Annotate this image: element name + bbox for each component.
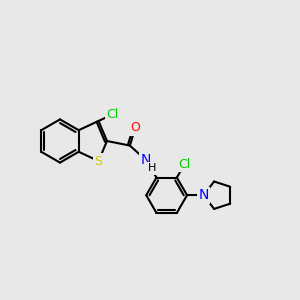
Text: N: N: [141, 153, 151, 167]
Text: Cl: Cl: [106, 108, 119, 121]
Text: N: N: [198, 188, 209, 202]
Text: O: O: [130, 121, 140, 134]
Text: H: H: [148, 164, 157, 173]
Text: S: S: [94, 154, 103, 168]
Text: Cl: Cl: [178, 158, 191, 170]
